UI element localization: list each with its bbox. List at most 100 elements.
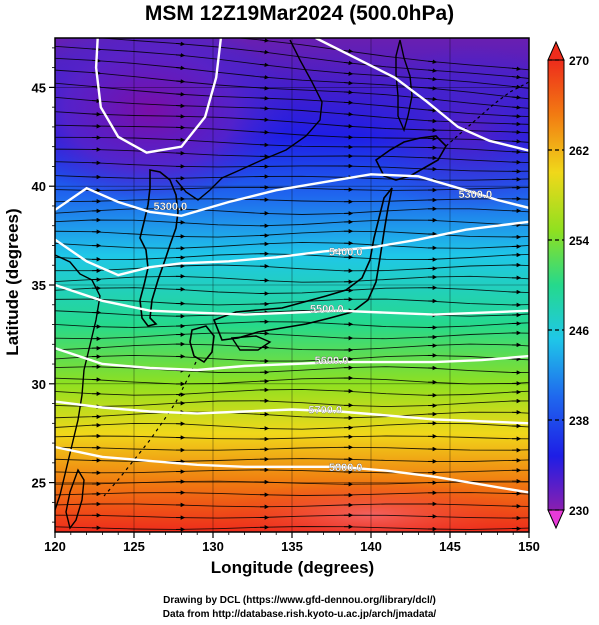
wind-arrow: [511, 114, 522, 119]
streamline: [55, 343, 529, 351]
streamline: [55, 492, 529, 496]
contour-line: [315, 38, 529, 152]
wind-arrow: [259, 106, 270, 111]
coastline-korea: [139, 169, 179, 327]
wind-arrow: [175, 92, 186, 97]
contour-line: [55, 173, 529, 218]
streamline: [55, 57, 529, 100]
streamline: [55, 400, 529, 408]
contour-line: [55, 400, 529, 425]
contour-line: [55, 445, 529, 494]
streamline: [96, 38, 529, 79]
streamline: [55, 377, 529, 385]
y-tick-label: 40: [32, 179, 46, 194]
streamline: [55, 208, 529, 215]
wind-arrow: [259, 86, 270, 91]
streamline: [55, 45, 529, 89]
wind-arrow: [511, 74, 522, 80]
coastline-china: [55, 254, 101, 511]
wind-arrow: [427, 68, 438, 73]
x-tick-label: 150: [518, 539, 540, 554]
streamline: [55, 287, 529, 294]
streamline: [55, 175, 529, 181]
x-tick-label: 120: [44, 539, 66, 554]
wind-arrow: [259, 96, 270, 101]
wind-arrow: [259, 74, 270, 80]
wind-arrow: [511, 66, 522, 71]
x-tick-label: 145: [439, 539, 461, 554]
geopotential-contours: 5300.0 5300.0 5400.0 5500.0 5600.0 5700.0 5800…: [55, 38, 529, 494]
contour-label: 5600.0: [315, 355, 349, 367]
wind-arrow: [343, 80, 354, 86]
streamline: [55, 124, 529, 143]
wind-arrow: [343, 48, 354, 54]
wind-arrow: [427, 108, 438, 113]
wind-arrow: [175, 41, 186, 47]
streamline: [55, 69, 529, 109]
streamline: [55, 354, 529, 362]
y-tick-label: 30: [32, 377, 46, 392]
wind-arrow: [343, 100, 354, 105]
streamline: [55, 198, 529, 203]
wind-arrow: [427, 118, 438, 124]
streamline: [55, 435, 529, 440]
wind-arrow: [427, 96, 438, 102]
colorbar-gradient: [547, 59, 565, 511]
contour-line: [55, 283, 529, 316]
contour-label: 5800.0: [329, 462, 363, 474]
streamline: [55, 264, 529, 272]
streamline: [55, 321, 529, 328]
streamline: [55, 446, 529, 451]
credit-data: Data from http://database.rish.kyoto-u.a…: [162, 609, 437, 620]
colorbar-tick-label: 254: [569, 234, 589, 248]
streamline: [55, 111, 529, 134]
x-axis-label: Longitude (degrees): [210, 558, 375, 577]
streamline: [55, 310, 529, 317]
colorbar-top-arrow: [547, 40, 565, 61]
wind-arrow: [259, 38, 270, 43]
coastline-russia: [175, 39, 323, 201]
y-axis-label: Latitude (degrees): [3, 208, 22, 356]
streamline: [55, 388, 529, 396]
contour-line: [55, 220, 529, 277]
colorbar-tick-label: 238: [569, 414, 589, 428]
wind-arrow: [259, 49, 270, 55]
streamline: [55, 514, 529, 519]
streamline: [55, 469, 529, 474]
streamline: [55, 161, 529, 172]
streamline: [55, 275, 529, 283]
streamline: [55, 526, 529, 530]
streamline: [55, 411, 529, 419]
coastline-shikoku: [230, 335, 272, 351]
coastline-taiwan: [65, 468, 85, 530]
map-title: MSM 12Z19Mar2024 (500.0hPa): [144, 2, 455, 25]
colorbar-bottom-arrow: [547, 509, 565, 530]
colorbar-tick-label: 262: [569, 144, 589, 158]
contour-label: 5300.0: [154, 201, 188, 213]
x-tick-label: 135: [281, 539, 303, 554]
streamline: [55, 148, 529, 163]
wind-arrow: [427, 59, 438, 64]
streamline: [55, 366, 529, 373]
wind-arrow: [343, 90, 354, 95]
x-tick-label: 125: [123, 539, 145, 554]
wind-arrow: [176, 33, 184, 34]
wind-arrow: [511, 95, 522, 100]
contour-label: 5700.0: [308, 404, 342, 416]
streamline: [55, 332, 529, 340]
x-tick-label: 140: [360, 539, 382, 554]
wind-arrow: [511, 105, 522, 110]
streamline: [234, 38, 529, 71]
colorbar-tick-label: 270: [569, 54, 589, 68]
streamline: [55, 82, 529, 118]
y-tick-label: 45: [32, 80, 46, 95]
contour-label: 5300.0: [458, 189, 492, 201]
streamline: [55, 186, 529, 191]
x-tick-label: 130: [202, 539, 224, 554]
credit-drawing: Drawing by DCL (https://www.gfd-dennou.o…: [163, 595, 436, 606]
coastline-ryukyu: [103, 361, 197, 497]
streamline: [55, 96, 529, 125]
wind-arrow: [343, 60, 354, 66]
contour-label: 5400.0: [329, 246, 363, 258]
